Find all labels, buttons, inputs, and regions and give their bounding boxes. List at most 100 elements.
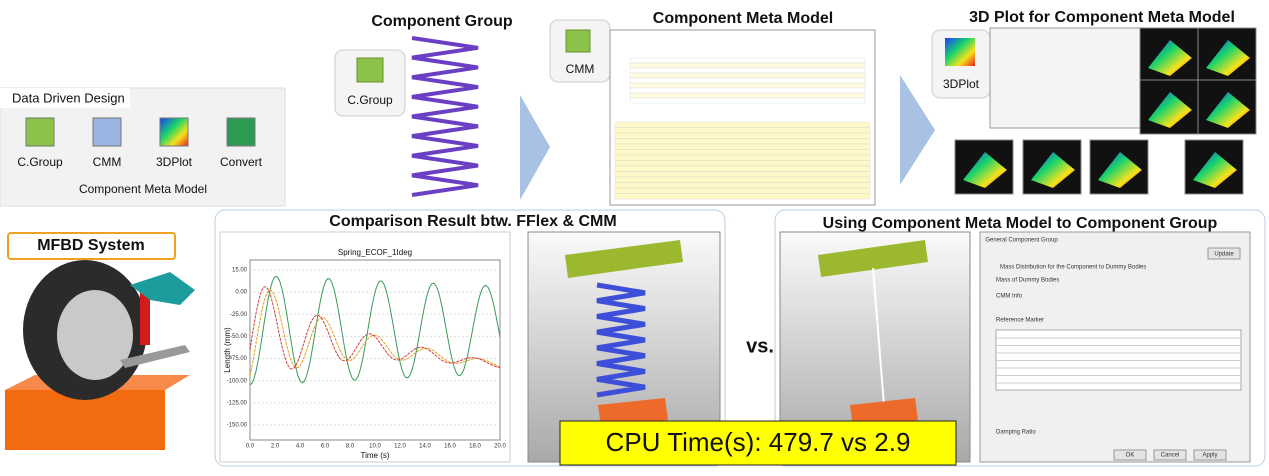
curve [249,286,501,370]
cmm-row [614,165,871,172]
damping-ratio: Damping Ratio [996,430,1036,436]
icon-label: 3DPlot [943,77,980,91]
usage-panel [774,209,1266,467]
ribbon-icon[interactable] [159,117,189,147]
ribbon-button-label[interactable]: 3DPlot [156,155,193,169]
cmm-row [629,82,866,89]
dialog-rows [996,337,1241,384]
ribbon-buttons: C.Group CMM 3DPlot Convert [17,117,263,169]
cmm-row [614,138,871,145]
dialog-button-label: OK [1126,453,1135,459]
curve [249,289,501,376]
ribbon-group-label: Component Meta Model [79,182,207,196]
arrow [520,95,550,200]
y-tick-label: -75.00 [230,356,248,362]
dialog-tab: Component Group [1008,238,1058,244]
damper [140,290,150,345]
x-axis-label: Time (s) [360,451,389,460]
x-tick-label: 0.0 [246,444,255,450]
ribbon-icon[interactable] [25,117,55,147]
update-button[interactable] [1207,247,1241,260]
plot-ticks: 0.0 2.0 4.0 6.0 8.0 10.0 12.0 14.0 16.0 18.0 20.0 1… [227,268,507,450]
cmm-info: CMM Info [996,294,1023,300]
icon-box [334,49,406,117]
y-tick-label: 15.00 [232,268,248,274]
bottom-body [598,398,668,427]
surface [1148,92,1192,128]
ribbon-icon[interactable] [92,117,122,147]
icon-cube [565,29,591,53]
ribbon-tab [0,88,130,108]
panel-title: Comparison Result btw. FFlex & CMM [329,213,616,230]
cmm-row [614,187,871,194]
plot-curves [249,275,501,386]
x-tick-label: 10.0 [369,444,381,450]
plot-window [989,27,1141,129]
x-tick-label: 12.0 [394,444,406,450]
bottom-body [850,398,918,427]
update-label: Update [1214,252,1234,258]
cmm-row [629,67,866,74]
dialog-button[interactable] [1153,449,1187,461]
ribbon-button-label[interactable]: C.Group [17,155,63,169]
y-axis-label: Length (mm) [223,327,232,373]
mfbd-box [7,232,176,260]
icon-plot [945,38,975,66]
ribbon-button-label[interactable]: Convert [220,155,263,169]
cmm-row [629,92,866,99]
top-body [565,240,683,278]
mass-distribution: Mass Distribution for the Component to D… [1000,265,1146,271]
lower-arm [120,345,190,368]
x-tick-label: 4.0 [296,444,305,450]
dialog-button[interactable] [1113,449,1147,461]
dialog-button-label: Apply [1202,453,1217,459]
reference-marker: Reference Marker [996,318,1044,324]
panel-title: 3D Plot for Component Meta Model [969,9,1235,26]
plot-title: Spring_ECOF_1Ideg [338,248,412,257]
x-tick-label: 8.0 [346,444,355,450]
spring [411,36,479,197]
cmm-row [614,132,871,139]
cmm-table [614,57,871,200]
y-tick-label: -100.00 [227,378,248,384]
x-tick-label: 18.0 [469,444,481,450]
comparison-panel [214,209,726,467]
y-tick-label: -50.00 [230,334,248,340]
surface [1206,92,1250,128]
panel-title: Component Group [371,13,513,30]
cmm-row [629,72,866,79]
curve [249,275,501,386]
cmm-row [614,143,871,150]
icon-label: C.Group [347,93,393,107]
surface [1148,40,1192,76]
cmm-row [614,127,871,134]
cmm-row [629,57,866,64]
panel-title: Using Component Meta Model to Component … [823,215,1218,232]
mass-label: Mass of Dummy Bodies [996,278,1059,284]
ribbon-icon[interactable] [226,117,256,147]
dialog-buttons: OK Cancel Apply [1113,449,1227,461]
surface [1206,40,1250,76]
top-body [818,240,928,277]
cmm-row [614,182,871,189]
ribbon-button-label[interactable]: CMM [93,155,122,169]
upper-arm [130,272,195,305]
cmm-row [614,193,871,200]
plot-area [249,259,501,441]
dialog-button[interactable] [1193,449,1227,461]
icon-label: CMM [566,62,595,76]
plot-thumbnails [954,27,1257,195]
y-tick-label: -150.00 [227,423,248,429]
cmm-row [629,77,866,84]
ribbon-title: Data Driven Design [12,90,125,105]
surface [1193,152,1237,188]
y-tick-label: -25.00 [230,312,248,318]
cmm-row [629,97,866,104]
rim [57,290,133,380]
cmm-link [872,267,885,406]
surface [963,152,1007,188]
cpu-time: CPU Time(s): 479.7 vs 2.9 [606,427,911,457]
icon-cube [356,57,384,83]
cmm-row [614,121,871,128]
